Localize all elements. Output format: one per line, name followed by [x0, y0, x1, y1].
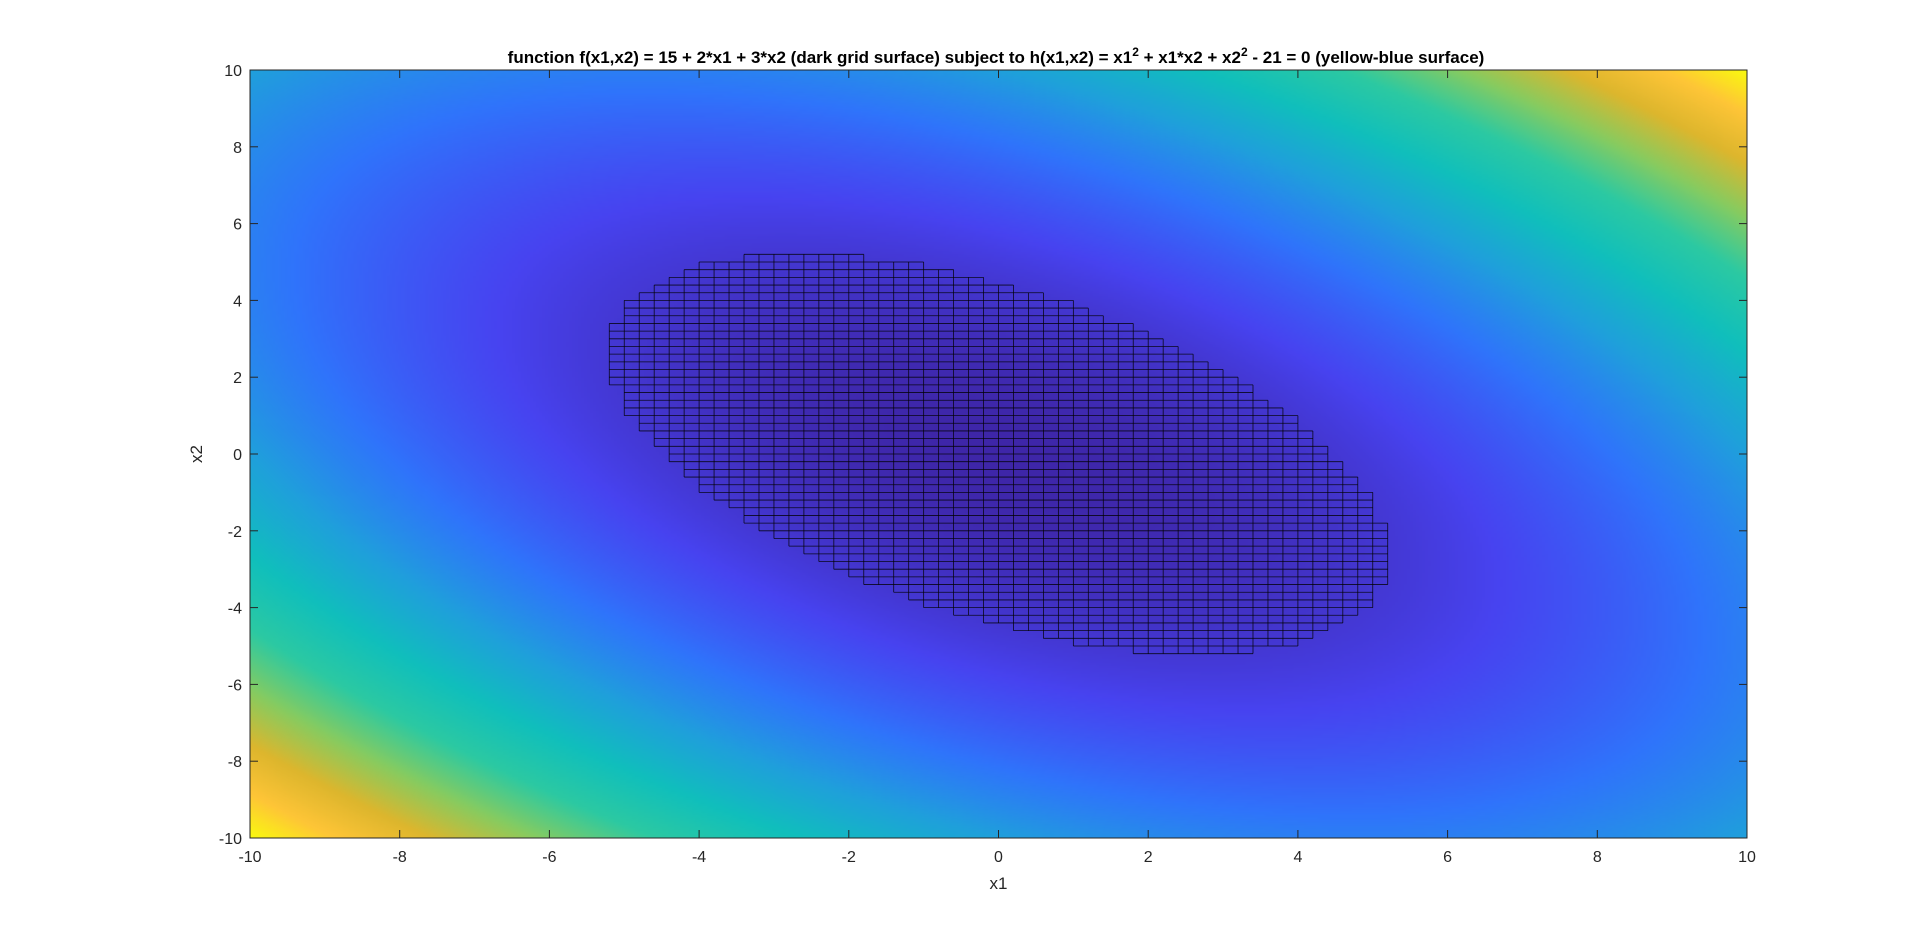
grid-lines-x1-direction [609, 253, 1388, 655]
x-tick-label: -8 [393, 849, 407, 866]
y-tick-label: -10 [219, 831, 242, 848]
objective-grid-surface [608, 253, 1389, 655]
title-superscript-2: 2 [1241, 45, 1248, 59]
y-tick-label: 8 [233, 140, 242, 157]
y-axis: -10 -8 -6 -4 -2 0 2 4 6 8 10 [219, 63, 1747, 848]
title-part-2: + x1*x2 + x2 [1139, 48, 1241, 67]
title-part-3: - 21 = 0 (yellow-blue surface) [1248, 48, 1485, 67]
y-axis-label: x2 [187, 445, 206, 463]
x-tick-label: -10 [238, 849, 261, 866]
x-tick-label: 6 [1443, 849, 1452, 866]
x-tick-label: 2 [1144, 849, 1153, 866]
y-tick-label: 2 [233, 370, 242, 387]
title-superscript-1: 2 [1132, 45, 1139, 59]
plot-area [249, 69, 1748, 839]
y-tick-label: 4 [233, 293, 242, 310]
y-tick-label: -2 [228, 524, 242, 541]
x-axis: -10 -8 -6 -4 -2 0 2 4 6 8 10 [238, 70, 1756, 866]
x-axis-label: x1 [990, 874, 1008, 893]
x-tick-label: -4 [692, 849, 706, 866]
title-part-1: function f(x1,x2) = 15 + 2*x1 + 3*x2 (da… [508, 48, 1133, 67]
grid-lines-x2-direction [608, 254, 1389, 654]
y-tick-label: 0 [233, 447, 242, 464]
y-tick-label: -6 [228, 677, 242, 694]
x-tick-label: 8 [1593, 849, 1602, 866]
x-tick-label: 0 [994, 849, 1003, 866]
y-tick-label: -8 [228, 754, 242, 771]
chart-title: function f(x1,x2) = 15 + 2*x1 + 3*x2 (da… [508, 45, 1485, 67]
x-tick-label: 10 [1738, 849, 1756, 866]
x-tick-label: -2 [842, 849, 856, 866]
x-tick-label: 4 [1293, 849, 1302, 866]
y-tick-label: 10 [224, 63, 242, 80]
x-tick-label: -6 [542, 849, 556, 866]
y-tick-label: 6 [233, 217, 242, 234]
y-tick-label: -4 [228, 601, 242, 618]
